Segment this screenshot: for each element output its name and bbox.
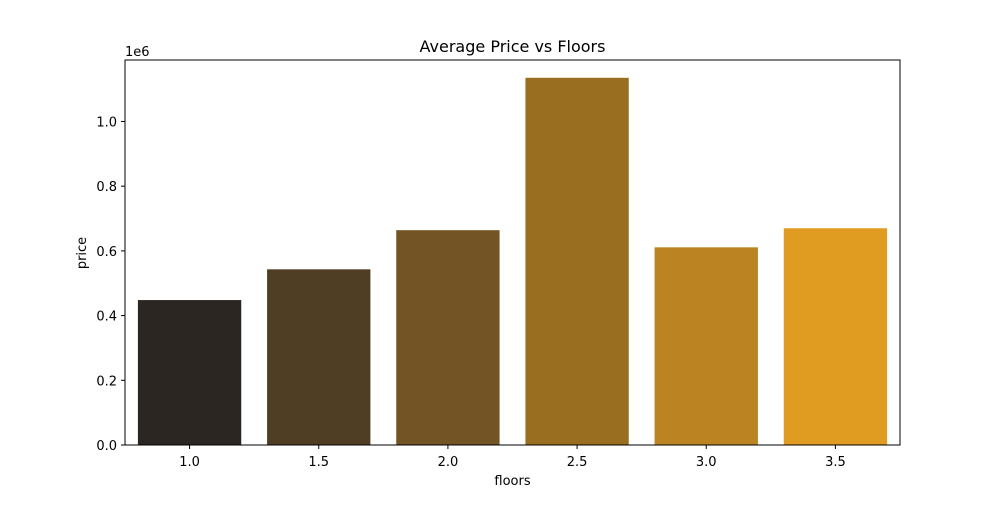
y-tick-label: 0.6	[96, 245, 117, 260]
y-tick-label: 0.0	[96, 439, 117, 454]
y-tick-label: 1.0	[96, 115, 117, 130]
bars-group	[137, 77, 888, 445]
bar-3-5	[783, 228, 888, 445]
x-axis-ticks: 1.0 1.5 2.0 2.5 3.0 3.5	[179, 445, 846, 470]
chart-title: Average Price vs Floors	[420, 37, 606, 56]
y-tick-label: 0.8	[96, 180, 117, 195]
x-axis-label: floors	[494, 474, 530, 489]
bar-3-0	[654, 247, 758, 445]
y-tick-label: 0.2	[96, 374, 117, 389]
x-tick-label: 2.5	[567, 455, 588, 470]
bar-1-5	[267, 269, 371, 445]
x-tick-label: 2.0	[438, 455, 459, 470]
bar-2-5	[525, 77, 629, 445]
x-tick-label: 1.5	[308, 455, 329, 470]
y-axis-offset-text: 1e6	[125, 45, 150, 60]
x-tick-label: 1.0	[179, 455, 200, 470]
y-tick-label: 0.4	[96, 310, 117, 325]
y-axis-ticks: 0.0 0.2 0.4 0.6 0.8 1.0	[96, 115, 125, 454]
x-tick-label: 3.5	[825, 455, 846, 470]
bar-2-0	[396, 230, 500, 445]
bar-1-0	[137, 300, 242, 445]
plot-frame	[124, 59, 901, 446]
y-axis-label: price	[75, 237, 90, 269]
x-tick-label: 3.0	[696, 455, 717, 470]
